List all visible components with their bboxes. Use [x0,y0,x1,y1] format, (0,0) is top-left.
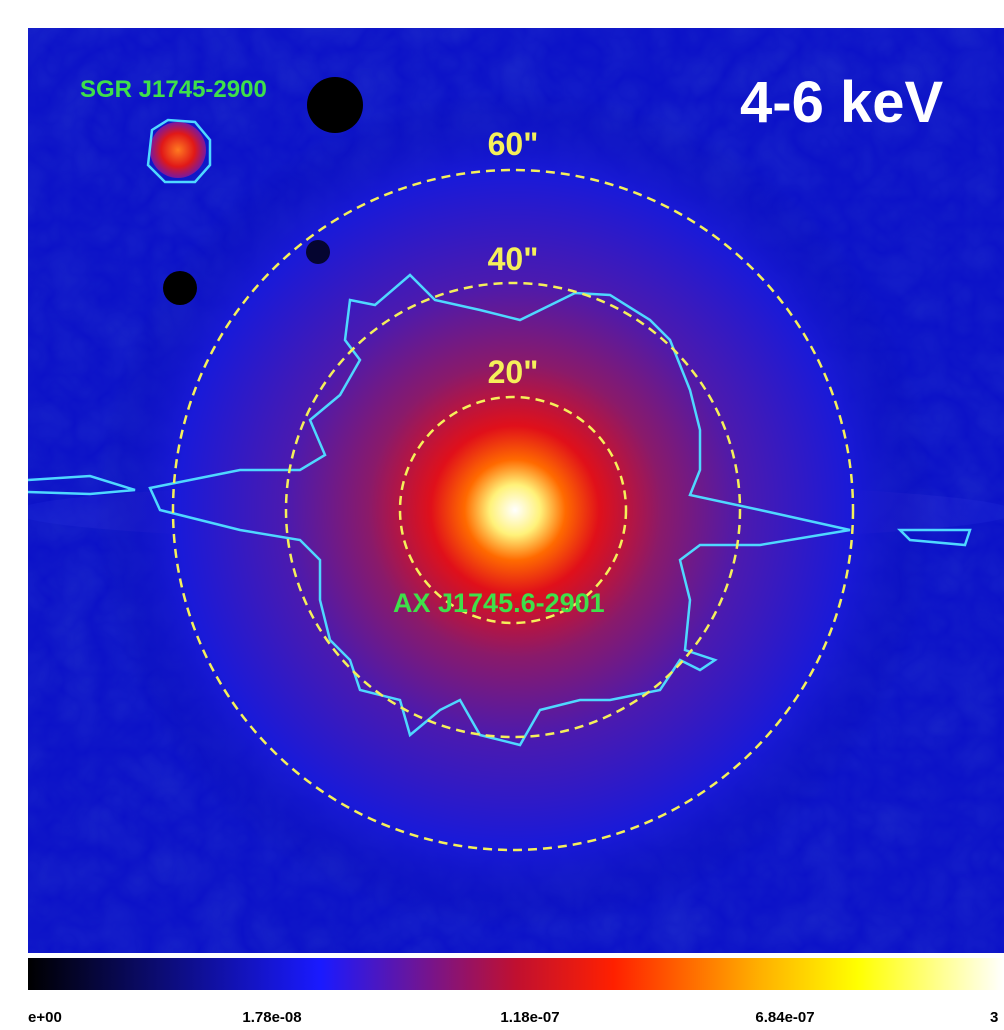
colorbar-tick-label: 3 [990,1009,998,1025]
colorbar-tick-label: e+00 [28,1009,62,1025]
colorbar-tick-label: 6.84e-07 [755,1009,814,1025]
colorbar [28,958,1004,990]
figure: SGR J1745-2900 4-6 keV 60" 40" 20" AX J1… [0,0,1004,1025]
band-label: 4-6 keV [740,70,943,135]
source-label: AX J1745.6-2901 [393,588,605,618]
colorbar-tick-label: 1.18e-07 [500,1009,559,1025]
radius-label: 20" [488,354,539,390]
sky-image: SGR J1745-2900 4-6 keV 60" 40" 20" AX J1… [15,28,1004,953]
source-label: SGR J1745-2900 [80,76,267,103]
page: SGR J1745-2900 4-6 keV 60" 40" 20" AX J1… [0,0,1004,1025]
radius-label: 60" [488,126,539,162]
radius-label: 40" [488,241,539,277]
colorbar-tick-label: 1.78e-08 [242,1009,301,1025]
